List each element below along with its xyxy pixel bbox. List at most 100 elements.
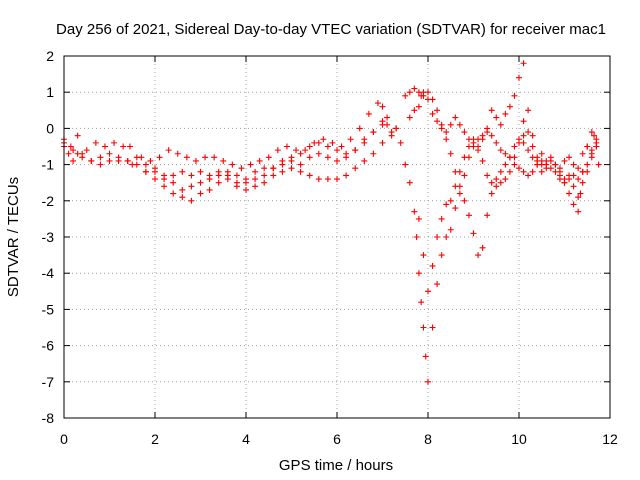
data-point	[411, 208, 418, 215]
data-point	[329, 139, 336, 146]
data-point	[297, 168, 304, 175]
y-tick-label: -2	[42, 193, 55, 209]
data-point	[265, 154, 272, 161]
data-point	[497, 121, 504, 128]
data-point	[252, 168, 259, 175]
data-point	[252, 176, 259, 183]
data-point	[88, 157, 95, 164]
data-point	[534, 161, 541, 168]
data-point	[142, 161, 149, 168]
y-tick-label: -6	[42, 338, 55, 354]
data-point	[197, 179, 204, 186]
data-point	[324, 176, 331, 183]
data-point	[538, 168, 545, 175]
data-point	[556, 176, 563, 183]
data-point	[224, 172, 231, 179]
data-point	[434, 107, 441, 114]
data-point	[538, 150, 545, 157]
data-point	[315, 150, 322, 157]
data-point	[447, 121, 454, 128]
data-point	[133, 154, 140, 161]
data-point	[506, 103, 513, 110]
data-point	[420, 324, 427, 331]
data-point	[388, 132, 395, 139]
data-point	[465, 143, 472, 150]
data-point	[142, 168, 149, 175]
y-tick-label: 0	[46, 120, 54, 136]
data-point	[520, 139, 527, 146]
data-point	[525, 129, 532, 136]
y-axis: 2 1 0 -1 -2 -3 -4 -5 -6 -7 -8	[42, 48, 610, 426]
data-point	[211, 154, 218, 161]
data-point	[488, 190, 495, 197]
data-point	[315, 176, 322, 183]
data-point	[352, 165, 359, 172]
data-point	[370, 129, 377, 136]
data-point	[365, 110, 372, 117]
data-point	[511, 161, 518, 168]
data-point	[493, 176, 500, 183]
data-point	[411, 107, 418, 114]
data-point	[584, 143, 591, 150]
data-point	[161, 172, 168, 179]
data-point	[543, 161, 550, 168]
data-point	[406, 89, 413, 96]
data-point	[570, 161, 577, 168]
series-track-g	[415, 107, 600, 295]
data-point	[397, 139, 404, 146]
data-point	[352, 147, 359, 154]
data-point	[247, 161, 254, 168]
data-point	[306, 143, 313, 150]
data-point	[215, 179, 222, 186]
data-point	[179, 186, 186, 193]
data-point	[115, 157, 122, 164]
data-point	[579, 150, 586, 157]
data-point	[422, 353, 429, 360]
data-point	[111, 139, 118, 146]
data-point	[324, 154, 331, 161]
data-point	[384, 114, 391, 121]
data-point	[338, 143, 345, 150]
y-tick-label: -4	[42, 265, 55, 281]
data-point	[575, 176, 582, 183]
data-point	[261, 179, 268, 186]
data-point	[65, 150, 72, 157]
y-tick-label: -3	[42, 229, 55, 245]
y-tick-label: 2	[46, 48, 54, 64]
data-point	[520, 132, 527, 139]
data-point	[406, 114, 413, 121]
data-point	[529, 132, 536, 139]
data-point	[588, 129, 595, 136]
data-point	[324, 143, 331, 150]
data-point	[577, 190, 584, 197]
data-point	[411, 85, 418, 92]
data-point	[152, 165, 158, 172]
data-point	[379, 118, 386, 125]
data-point	[170, 179, 177, 186]
data-point	[320, 136, 327, 143]
data-point	[502, 150, 509, 157]
data-point	[379, 103, 386, 110]
data-point	[552, 168, 559, 175]
data-point	[133, 161, 140, 168]
data-point	[197, 190, 204, 197]
data-point	[233, 172, 240, 179]
data-point	[220, 157, 227, 164]
data-point	[343, 150, 350, 157]
data-point	[443, 234, 450, 240]
data-point	[595, 161, 602, 168]
data-point	[243, 179, 249, 186]
data-point	[70, 157, 77, 164]
data-point	[461, 172, 468, 179]
data-point	[447, 150, 454, 157]
data-point	[561, 179, 568, 186]
data-point	[484, 212, 491, 219]
data-point	[356, 125, 363, 132]
data-point	[170, 190, 177, 197]
data-point	[334, 147, 340, 154]
data-point	[502, 110, 509, 117]
data-point	[415, 103, 422, 110]
data-point	[120, 143, 127, 150]
data-point	[229, 161, 236, 168]
data-point	[502, 161, 509, 168]
